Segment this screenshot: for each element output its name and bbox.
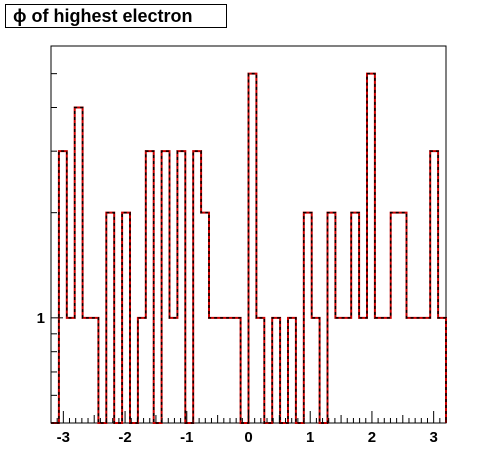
histogram-bin — [359, 318, 367, 423]
histogram-bin — [106, 213, 114, 423]
x-tick-label: -1 — [180, 429, 193, 446]
histogram-bin — [217, 318, 225, 423]
histogram-bin — [201, 213, 209, 423]
histogram-bin — [375, 318, 383, 423]
x-tick-label: -2 — [118, 429, 131, 446]
x-tick-label: 0 — [244, 429, 252, 446]
histogram-layer — [51, 72, 447, 424]
histogram-bin — [91, 318, 99, 423]
histogram-bin — [343, 318, 351, 423]
histogram-bin — [146, 151, 154, 423]
histogram-bin — [335, 318, 343, 423]
histogram-bin — [422, 318, 430, 423]
y-tick-label: 1 — [37, 310, 45, 327]
histogram-bin — [438, 318, 446, 423]
histogram-bin — [272, 318, 280, 423]
histogram-bin — [256, 318, 264, 423]
histogram-bin — [383, 318, 391, 423]
axis-layer: -3 -2 -1 0 1 2 3 1 — [37, 45, 447, 446]
x-tick-label: 3 — [429, 429, 437, 446]
histogram-bin — [59, 151, 67, 423]
histogram-bin — [399, 213, 407, 423]
histogram-bin — [209, 318, 217, 423]
histogram-bin — [122, 213, 130, 423]
chart-title-box: ϕ of highest electron — [5, 4, 227, 28]
histogram-bin — [407, 318, 415, 423]
histogram-bin — [225, 318, 233, 423]
histogram-bin — [75, 108, 83, 423]
histogram-bin — [83, 318, 91, 423]
histogram-bin — [67, 318, 75, 423]
chart-title: ϕ of highest electron — [13, 6, 193, 26]
x-tick-label: 1 — [306, 429, 314, 446]
histogram-bin — [430, 151, 438, 423]
histogram-bin — [351, 213, 359, 423]
histogram-line-dashed — [51, 72, 447, 424]
histogram-bin — [170, 318, 178, 423]
histogram-bin — [367, 74, 375, 423]
x-tick-label: 2 — [368, 429, 376, 446]
histogram-bin — [193, 151, 201, 423]
histogram-bin — [249, 74, 257, 423]
histogram-bin — [138, 318, 146, 423]
histogram-bin — [162, 151, 170, 423]
histogram-bin — [288, 318, 296, 423]
histogram-bin — [312, 318, 320, 423]
histogram-bin — [328, 213, 336, 423]
histogram-bin — [233, 318, 241, 423]
histogram-bin — [391, 213, 399, 423]
histogram-bin — [304, 213, 312, 423]
histogram-bin — [414, 318, 422, 423]
x-tick-label: -3 — [57, 429, 70, 446]
histogram-bin — [177, 151, 185, 423]
